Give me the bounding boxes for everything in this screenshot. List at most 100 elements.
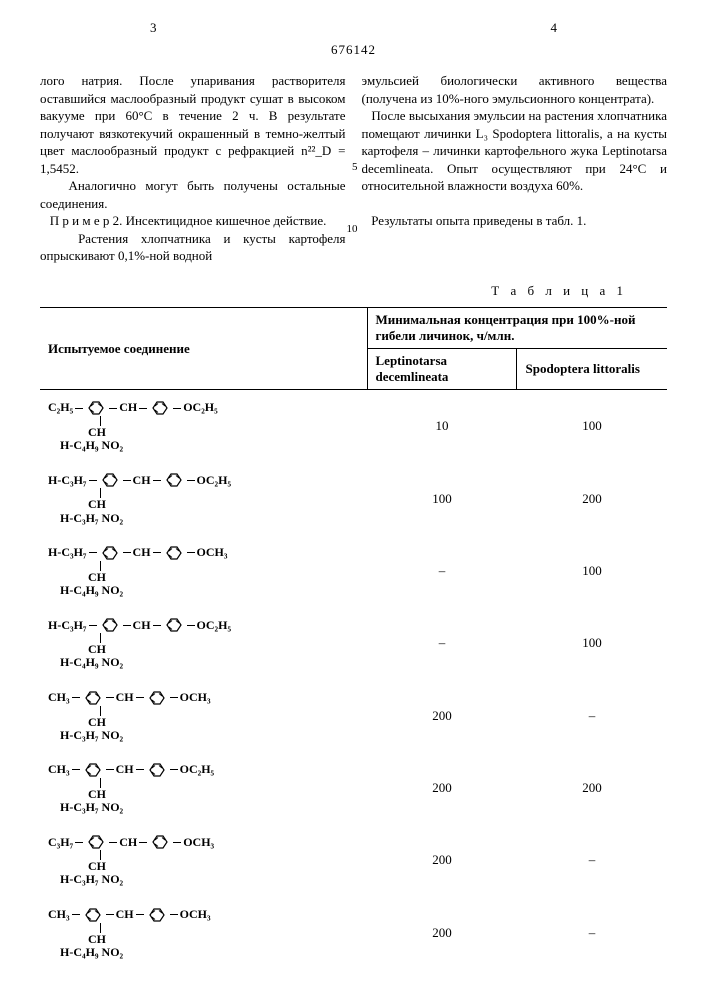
- page-right-num: 4: [551, 20, 558, 36]
- benzene-ring-icon: [163, 617, 185, 633]
- bond-icon: [153, 625, 161, 626]
- right-substituent: OC₂H₅: [197, 619, 232, 632]
- left-substituent: H-C₃H₇: [48, 546, 87, 559]
- compound-cell: H-C₃H₇CHOC₂H₅CHH-C₄H₉ NO₂: [40, 607, 367, 679]
- chemical-structure: CH₃CHOC₂H₅CHH-C₃H₇ NO₂: [48, 762, 359, 814]
- left-p3: П р и м е р 2. Инсектицидное кишечное де…: [50, 213, 327, 228]
- right-p3: Результаты опыта приведены в табл. 1.: [371, 213, 586, 228]
- bond-icon: [170, 914, 178, 915]
- compound-cell: CH₃CHOCH₃CHH-C₃H₇ NO₂: [40, 680, 367, 752]
- spod-value: 100: [517, 607, 667, 679]
- bottom-substituents: H-C₄H₉ NO₂: [60, 946, 123, 959]
- ch-label: CH: [88, 498, 106, 511]
- compound-cell: CH₃CHOC₂H₅CHH-C₃H₇ NO₂: [40, 752, 367, 824]
- bond-icon: [123, 625, 131, 626]
- chemical-structure: H-C₃H₇CHOC₂H₅CHH-C₃H₇ NO₂: [48, 472, 359, 524]
- benzene-ring-icon: [85, 400, 107, 416]
- ch-label: CH: [88, 716, 106, 729]
- left-substituent: H-C₃H₇: [48, 619, 87, 632]
- benzene-ring-icon: [146, 762, 168, 778]
- lept-value: 100: [367, 462, 517, 534]
- bond-icon: [109, 842, 117, 843]
- left-column: лого натрия. После упаривания растворите…: [40, 72, 346, 265]
- bond-icon: [173, 842, 181, 843]
- bond-icon: [170, 769, 178, 770]
- right-substituent: OC₂H₅: [183, 401, 218, 414]
- benzene-ring-icon: [163, 545, 185, 561]
- header-compound: Испытуемое соединение: [40, 308, 367, 390]
- ch-label: CH: [88, 571, 106, 584]
- benzene-ring-icon: [163, 472, 185, 488]
- chemical-structure: CH₃CHOCH₃CHH-C₄H₉ NO₂: [48, 907, 359, 959]
- table-row: H-C₃H₇CHOCH₃CHH-C₄H₉ NO₂–100: [40, 535, 667, 607]
- spod-value: 200: [517, 752, 667, 824]
- results-table: Испытуемое соединение Минимальная концен…: [40, 307, 667, 969]
- benzene-ring-icon: [99, 617, 121, 633]
- bond-icon: [153, 480, 161, 481]
- ch-label: CH: [116, 763, 134, 776]
- lept-value: –: [367, 607, 517, 679]
- right-substituent: OC₂H₅: [180, 763, 215, 776]
- right-substituent: OCH₃: [180, 691, 211, 704]
- bottom-substituents: H-C₃H₇ NO₂: [60, 801, 123, 814]
- right-p1: эмульсией биологически активного веществ…: [362, 73, 668, 106]
- spod-value: –: [517, 680, 667, 752]
- table-title: Т а б л и ц а 1: [40, 283, 627, 299]
- table-row: CH₃CHOCH₃CHH-C₃H₇ NO₂200–: [40, 680, 667, 752]
- benzene-ring-icon: [82, 762, 104, 778]
- bond-icon: [139, 842, 147, 843]
- right-substituent: OCH₃: [180, 908, 211, 921]
- header-spod: Spodoptera littoralis: [517, 349, 667, 390]
- bottom-substituents: H-C₄H₉ NO₂: [60, 656, 123, 669]
- right-substituent: OCH₃: [183, 836, 214, 849]
- table-row: CH₃CHOCH₃CHH-C₄H₉ NO₂200–: [40, 897, 667, 969]
- left-substituent: CH₃: [48, 908, 70, 921]
- bond-icon: [72, 697, 80, 698]
- bottom-substituents: H-C₄H₉ NO₂: [60, 439, 123, 452]
- chemical-structure: H-C₃H₇CHOCH₃CHH-C₄H₉ NO₂: [48, 545, 359, 597]
- left-substituent: CH₃: [48, 763, 70, 776]
- table-row: H-C₃H₇CHOC₂H₅CHH-C₄H₉ NO₂–100: [40, 607, 667, 679]
- bottom-substituents: H-C₃H₇ NO₂: [60, 729, 123, 742]
- bond-icon: [139, 408, 147, 409]
- ch-label: CH: [133, 619, 151, 632]
- bond-icon: [123, 480, 131, 481]
- chemical-structure: C₂H₅CHOC₂H₅CHH-C₄H₉ NO₂: [48, 400, 359, 452]
- left-p1: лого натрия. После упаривания растворите…: [40, 73, 346, 176]
- compound-cell: C₂H₅CHOC₂H₅CHH-C₄H₉ NO₂: [40, 390, 367, 463]
- bond-icon: [187, 480, 195, 481]
- spod-value: 200: [517, 462, 667, 534]
- compound-cell: C₃H₇CHOCH₃CHH-C₃H₇ NO₂: [40, 824, 367, 896]
- bond-icon: [187, 625, 195, 626]
- compound-cell: H-C₃H₇CHOC₂H₅CHH-C₃H₇ NO₂: [40, 462, 367, 534]
- bond-icon: [106, 697, 114, 698]
- ch-label: CH: [119, 401, 137, 414]
- page-left-num: 3: [150, 20, 157, 36]
- bond-icon: [89, 552, 97, 553]
- lept-value: 10: [367, 390, 517, 463]
- lept-value: –: [367, 535, 517, 607]
- bond-icon: [153, 552, 161, 553]
- bottom-substituents: H-C₃H₇ NO₂: [60, 873, 123, 886]
- ch-label: CH: [119, 836, 137, 849]
- chemical-structure: CH₃CHOCH₃CHH-C₃H₇ NO₂: [48, 690, 359, 742]
- bond-icon: [187, 552, 195, 553]
- ch-label: CH: [116, 908, 134, 921]
- bond-icon: [136, 769, 144, 770]
- bond-icon: [136, 914, 144, 915]
- bond-icon: [75, 408, 83, 409]
- bond-icon: [170, 697, 178, 698]
- bottom-substituents: H-C₃H₇ NO₂: [60, 512, 123, 525]
- benzene-ring-icon: [82, 907, 104, 923]
- right-substituent: OC₂H₅: [197, 474, 232, 487]
- header-lept: Leptinotarsa decemlineata: [367, 349, 517, 390]
- left-substituent: H-C₃H₇: [48, 474, 87, 487]
- chemical-structure: C₃H₇CHOCH₃CHH-C₃H₇ NO₂: [48, 834, 359, 886]
- document-number: 676142: [40, 42, 667, 58]
- benzene-ring-icon: [82, 690, 104, 706]
- spod-value: –: [517, 897, 667, 969]
- bond-icon: [75, 842, 83, 843]
- benzene-ring-icon: [99, 545, 121, 561]
- header-concentration: Минимальная концентрация при 100%-ной ги…: [367, 308, 667, 349]
- benzene-ring-icon: [85, 834, 107, 850]
